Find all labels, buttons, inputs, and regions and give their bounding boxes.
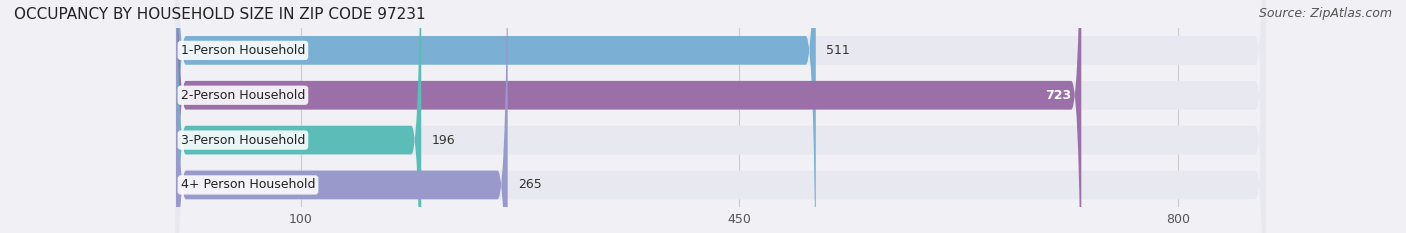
FancyBboxPatch shape [176, 0, 422, 233]
Text: 511: 511 [825, 44, 849, 57]
FancyBboxPatch shape [176, 0, 815, 233]
FancyBboxPatch shape [176, 0, 1265, 233]
Text: 723: 723 [1045, 89, 1071, 102]
Text: 3-Person Household: 3-Person Household [181, 134, 305, 147]
FancyBboxPatch shape [176, 0, 1265, 233]
Text: 2-Person Household: 2-Person Household [181, 89, 305, 102]
Text: Source: ZipAtlas.com: Source: ZipAtlas.com [1258, 7, 1392, 20]
FancyBboxPatch shape [176, 0, 1265, 233]
FancyBboxPatch shape [176, 0, 508, 233]
Text: 1-Person Household: 1-Person Household [181, 44, 305, 57]
FancyBboxPatch shape [176, 0, 1081, 233]
Text: 4+ Person Household: 4+ Person Household [181, 178, 315, 192]
Text: OCCUPANCY BY HOUSEHOLD SIZE IN ZIP CODE 97231: OCCUPANCY BY HOUSEHOLD SIZE IN ZIP CODE … [14, 7, 426, 22]
FancyBboxPatch shape [176, 0, 1265, 233]
Text: 196: 196 [432, 134, 456, 147]
Text: 265: 265 [517, 178, 541, 192]
